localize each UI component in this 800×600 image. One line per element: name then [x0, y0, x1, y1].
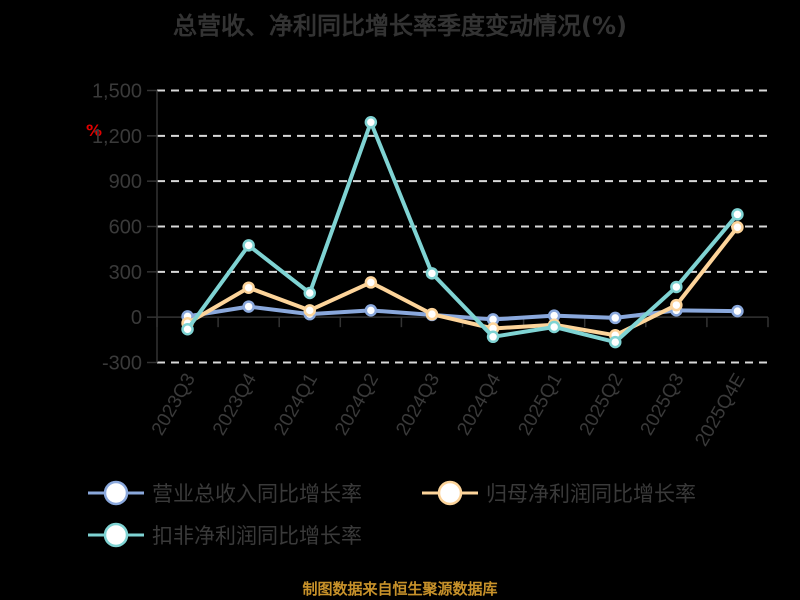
- data-point[interactable]: [364, 115, 378, 129]
- x-tick-label: 2025Q2: [576, 370, 628, 439]
- y-tick-label: -300: [102, 353, 142, 375]
- data-point[interactable]: [181, 323, 194, 336]
- legend-item-net-profit[interactable]: 归母净利润同比增长率: [422, 478, 696, 508]
- y-tick-label: 600: [109, 217, 142, 239]
- data-point[interactable]: [425, 267, 439, 280]
- x-tick-label: 2023Q4: [209, 370, 261, 439]
- data-point[interactable]: [609, 335, 622, 349]
- y-tick-label: 1,500: [92, 81, 142, 103]
- data-point[interactable]: [303, 304, 316, 317]
- x-tick-label: 2025Q4E: [691, 370, 749, 450]
- legend-marker-icon: [88, 522, 144, 548]
- series-1: [181, 221, 744, 342]
- x-axis-ticks: 2023Q3 2023Q4 2024Q1 2024Q2 2024Q3 2024Q4 2025…: [148, 370, 750, 450]
- legend-label: 营业总收入同比增长率: [152, 482, 362, 506]
- y-axis-ticks: 1,500 1,200 900 600 300 0 -300: [92, 81, 142, 375]
- data-point[interactable]: [731, 304, 744, 318]
- x-tick-label: 2024Q2: [331, 370, 383, 439]
- chart-title: 总营收、净利同比增长率季度变动情况(%): [173, 12, 627, 40]
- data-point[interactable]: [486, 330, 500, 344]
- data-point[interactable]: [242, 239, 255, 252]
- data-point[interactable]: [547, 320, 561, 334]
- series-2: [181, 115, 744, 349]
- data-point[interactable]: [303, 286, 316, 300]
- x-tick-label: 2025Q1: [514, 370, 566, 439]
- x-tick-label: 2024Q4: [453, 370, 505, 439]
- unit-marker: %: [86, 121, 103, 140]
- data-point[interactable]: [364, 304, 378, 317]
- data-source-note: 制图数据来自恒生聚源数据库: [302, 580, 498, 598]
- y-tick-label: 300: [109, 262, 142, 284]
- legend-label: 归母净利润同比增长率: [486, 482, 696, 506]
- legend-item-deducted-profit[interactable]: 扣非净利润同比增长率: [88, 520, 362, 550]
- data-point[interactable]: [364, 276, 378, 289]
- x-tick-label: 2025Q3: [637, 370, 689, 439]
- data-point[interactable]: [425, 307, 439, 321]
- y-tick-label: 0: [131, 307, 142, 329]
- x-tick-label: 2024Q1: [270, 370, 322, 439]
- y-tick-label: 900: [109, 171, 142, 193]
- data-point[interactable]: [670, 298, 683, 312]
- data-point[interactable]: [242, 300, 255, 313]
- x-tick-label: 2024Q3: [392, 370, 444, 439]
- data-point[interactable]: [670, 280, 683, 294]
- x-tick-label: 2023Q3: [148, 370, 200, 439]
- data-point[interactable]: [731, 208, 744, 221]
- y-tick-label: 1,200: [92, 126, 142, 148]
- series-lines: [181, 115, 744, 349]
- legend-marker-icon: [422, 480, 478, 506]
- data-point[interactable]: [242, 281, 255, 294]
- legend-label: 扣非净利润同比增长率: [152, 524, 362, 548]
- data-point[interactable]: [731, 221, 744, 234]
- legend-marker-icon: [88, 480, 144, 506]
- data-point[interactable]: [609, 311, 622, 325]
- gridlines: [157, 89, 768, 364]
- legend-item-revenue[interactable]: 营业总收入同比增长率: [88, 478, 362, 508]
